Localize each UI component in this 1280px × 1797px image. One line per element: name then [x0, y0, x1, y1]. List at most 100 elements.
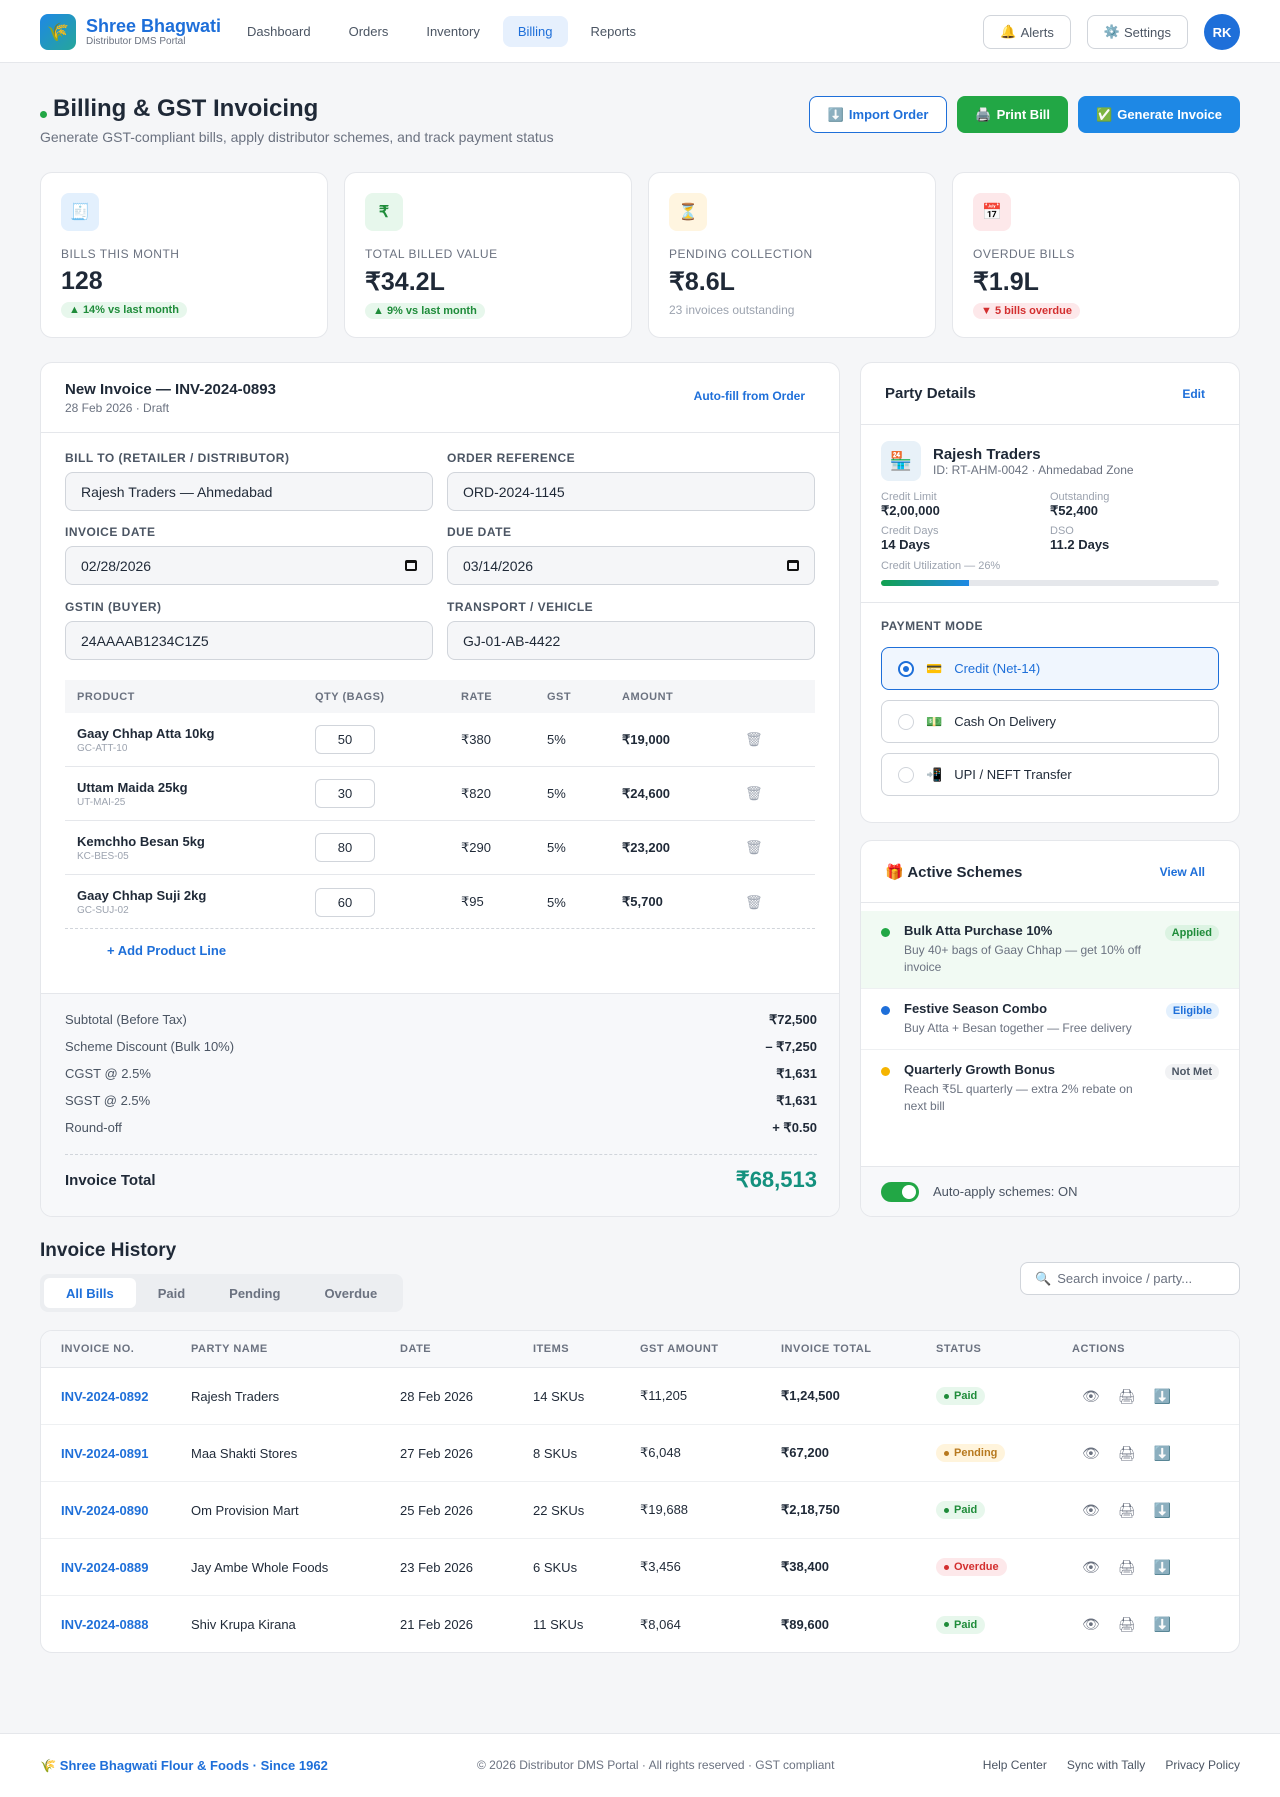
download-icon[interactable]: ⬇️	[1153, 1616, 1171, 1632]
page-header: Billing & GST Invoicing Generate GST-com…	[40, 95, 554, 145]
column-header: ACTIONS	[1072, 1343, 1125, 1355]
invoice-number-link[interactable]: INV-2024-0890	[61, 1502, 149, 1518]
nav-reports[interactable]: Reports	[590, 24, 637, 39]
stat-label: OVERDUE BILLS	[973, 247, 1075, 261]
add-product-line-button[interactable]: + Add Product Line	[107, 943, 227, 958]
eye-icon[interactable]: 👁	[1082, 1501, 1100, 1518]
autofill-button[interactable]: Auto-fill from Order	[693, 389, 805, 403]
scheme-item[interactable]: Quarterly Growth Bonus Reach ₹5L quarterl…	[861, 1050, 1239, 1127]
order-ref-input[interactable]: ORD-2024-1145	[447, 472, 815, 511]
invoice-date-input[interactable]: 02/28/2026	[65, 546, 433, 585]
order-ref-field: ORDER REFERENCE ORD-2024-1145	[447, 451, 815, 511]
printer-icon[interactable]: 🖨	[1117, 1558, 1136, 1575]
radio-icon[interactable]	[898, 766, 914, 783]
invoice-total-cell: ₹2,18,750	[781, 1502, 840, 1517]
alerts-button[interactable]: 🔔 Alerts	[983, 15, 1071, 49]
wheat-icon[interactable]: 🌾	[40, 14, 76, 50]
generate-invoice-button[interactable]: ✅ Generate Invoice	[1078, 96, 1240, 133]
scheme-name: Festive Season Combo	[904, 1001, 1048, 1016]
invoice-number-link[interactable]: INV-2024-0888	[61, 1617, 149, 1632]
invoice-number-link[interactable]: INV-2024-0892	[61, 1388, 149, 1404]
field-value: ORD-2024-1145	[463, 483, 565, 500]
footer-link-help[interactable]: Help Center	[982, 1758, 1047, 1772]
eye-icon[interactable]: 👁	[1082, 1616, 1100, 1632]
gst-amount-cell: ₹19,688	[640, 1502, 689, 1517]
field-value: GJ-01-AB-4422	[463, 632, 561, 649]
nav-billing[interactable]: Billing	[502, 16, 568, 47]
trash-icon[interactable]: 🗑	[745, 785, 763, 801]
stat-label: TOTAL BILLED VALUE	[365, 247, 498, 261]
edit-party-button[interactable]: Edit	[1182, 386, 1205, 401]
scheme-item[interactable]: Bulk Atta Purchase 10% Buy 40+ bags of Ga…	[861, 911, 1239, 989]
eye-icon[interactable]: 👁	[1082, 1558, 1100, 1575]
nav-inventory[interactable]: Inventory	[426, 24, 480, 39]
payment-option-cod[interactable]: 💵 Cash On Delivery	[881, 700, 1219, 743]
table-row: INV-2024-0891 Maa Shakti Stores 27 Feb 202…	[41, 1425, 1239, 1482]
gst-rate: 5%	[547, 732, 566, 747]
print-bill-button[interactable]: 🖨️ Print Bill	[957, 96, 1069, 133]
due-date-input[interactable]: 03/14/2026	[447, 546, 815, 585]
printer-icon[interactable]: 🖨	[1117, 1501, 1136, 1518]
scheme-desc: Buy Atta + Besan together — Free deliver…	[904, 1021, 1132, 1035]
qty-input[interactable]: 60	[315, 887, 375, 917]
tab-all-bills[interactable]: All Bills	[44, 1278, 136, 1308]
tab-paid[interactable]: Paid	[157, 1285, 186, 1301]
qty-input[interactable]: 50	[315, 725, 375, 754]
radio-icon[interactable]	[898, 713, 914, 730]
settings-button[interactable]: ⚙️ Settings	[1086, 15, 1188, 49]
brand-name[interactable]: Shree Bhagwati	[86, 16, 222, 36]
user-avatar[interactable]: RK	[1204, 14, 1240, 50]
gstin-input[interactable]: 24AAAAB1234C1Z5	[65, 621, 433, 660]
payment-option-upi[interactable]: 📲 UPI / NEFT Transfer	[881, 753, 1219, 796]
table-row: INV-2024-0892 Rajesh Traders 28 Feb 2026 14…	[41, 1368, 1239, 1425]
column-header: QTY (BAGS)	[315, 690, 385, 703]
trash-icon[interactable]: 🗑	[745, 839, 763, 855]
footer-link-privacy[interactable]: Privacy Policy	[1165, 1758, 1240, 1772]
bill-to-select[interactable]: Rajesh Traders — Ahmedabad	[65, 472, 433, 511]
invoice-total-cell: ₹67,200	[781, 1445, 830, 1460]
trash-icon[interactable]: 🗑	[745, 731, 763, 747]
auto-apply-label: Auto-apply schemes: ON	[933, 1184, 1078, 1199]
invoice-number-link[interactable]: INV-2024-0889	[61, 1559, 149, 1575]
gst-amount-cell: ₹6,048	[640, 1445, 681, 1460]
printer-icon[interactable]: 🖨	[1117, 1387, 1136, 1404]
eye-icon[interactable]: 👁	[1082, 1387, 1100, 1404]
transport-input[interactable]: GJ-01-AB-4422	[447, 621, 815, 660]
import-order-button[interactable]: ⬇️ Import Order	[808, 96, 948, 133]
calendar-icon[interactable]	[405, 560, 417, 571]
eye-icon[interactable]: 👁	[1082, 1444, 1100, 1461]
footer-link-tally[interactable]: Sync with Tally	[1066, 1758, 1146, 1772]
qty-input[interactable]: 30	[315, 779, 375, 808]
schemes-title: Active Schemes	[907, 863, 1023, 881]
column-header: DATE	[400, 1343, 432, 1355]
totals-label: CGST @ 2.5%	[65, 1066, 151, 1081]
column-header: ITEMS	[533, 1343, 570, 1355]
calendar-icon[interactable]	[787, 560, 799, 571]
invoice-number-link[interactable]: INV-2024-0891	[61, 1445, 149, 1461]
invoice-search-input[interactable]: 🔍 Search invoice / party...	[1020, 1262, 1240, 1295]
auto-apply-toggle[interactable]	[881, 1181, 919, 1202]
tab-pending[interactable]: Pending	[229, 1285, 281, 1301]
rupee-icon: ₹	[365, 193, 403, 231]
download-icon[interactable]: ⬇️	[1153, 1501, 1171, 1518]
radio-selected-icon[interactable]	[898, 660, 914, 677]
download-icon[interactable]: ⬇️	[1153, 1558, 1171, 1575]
scheme-item[interactable]: Festive Season Combo Buy Atta + Besan tog…	[861, 989, 1239, 1050]
qty-input[interactable]: 80	[315, 833, 375, 862]
download-icon[interactable]: ⬇️	[1153, 1444, 1171, 1461]
printer-icon[interactable]: 🖨	[1117, 1616, 1136, 1632]
product-name: Uttam Maida 25kg	[77, 779, 188, 795]
calendar-icon: 📅	[973, 193, 1011, 231]
nav-dashboard[interactable]: Dashboard	[247, 24, 311, 39]
field-label: INVOICE DATE	[65, 525, 156, 539]
tab-overdue[interactable]: Overdue	[324, 1285, 378, 1301]
download-icon[interactable]: ⬇️	[1153, 1387, 1171, 1404]
items-cell: 11 SKUs	[533, 1617, 584, 1632]
trash-icon[interactable]: 🗑	[745, 893, 763, 910]
view-all-schemes-link[interactable]: View All	[1159, 864, 1205, 879]
stat-label: PENDING COLLECTION	[669, 247, 813, 261]
totals-row-discount: Scheme Discount (Bulk 10%) – ₹7,250	[65, 1039, 817, 1066]
nav-orders[interactable]: Orders	[348, 24, 389, 39]
payment-option-credit[interactable]: 💳 Credit (Net-14)	[881, 647, 1219, 690]
printer-icon[interactable]: 🖨	[1117, 1444, 1136, 1461]
